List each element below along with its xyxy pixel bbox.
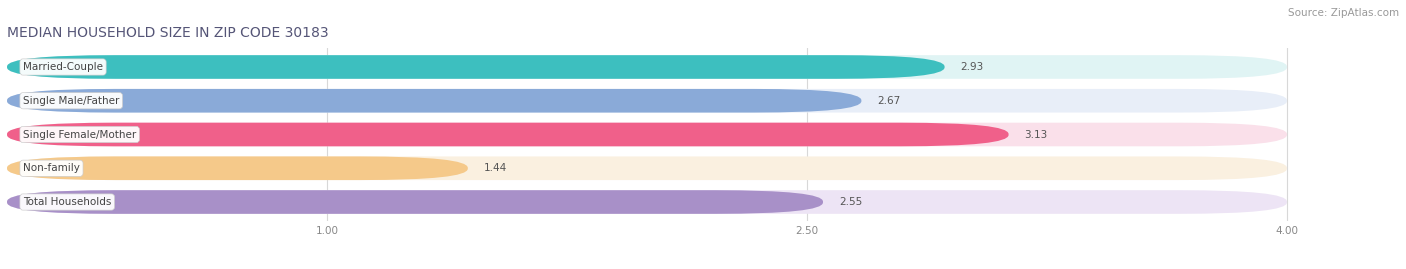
Text: 2.55: 2.55 [839, 197, 862, 207]
FancyBboxPatch shape [7, 157, 1286, 180]
Text: 2.67: 2.67 [877, 96, 901, 106]
Text: Single Female/Mother: Single Female/Mother [22, 129, 136, 140]
Text: Single Male/Father: Single Male/Father [22, 96, 120, 106]
FancyBboxPatch shape [7, 123, 1286, 146]
FancyBboxPatch shape [7, 55, 945, 79]
Text: 1.44: 1.44 [484, 163, 508, 173]
FancyBboxPatch shape [7, 190, 823, 214]
FancyBboxPatch shape [7, 89, 1286, 112]
FancyBboxPatch shape [7, 55, 1286, 79]
Text: MEDIAN HOUSEHOLD SIZE IN ZIP CODE 30183: MEDIAN HOUSEHOLD SIZE IN ZIP CODE 30183 [7, 26, 329, 40]
Text: Non-family: Non-family [22, 163, 80, 173]
FancyBboxPatch shape [7, 123, 1008, 146]
Text: 3.13: 3.13 [1025, 129, 1047, 140]
Text: 2.93: 2.93 [960, 62, 984, 72]
Text: Total Households: Total Households [22, 197, 111, 207]
Text: Married-Couple: Married-Couple [22, 62, 103, 72]
FancyBboxPatch shape [7, 190, 1286, 214]
Text: Source: ZipAtlas.com: Source: ZipAtlas.com [1288, 8, 1399, 18]
FancyBboxPatch shape [7, 157, 468, 180]
FancyBboxPatch shape [7, 89, 862, 112]
